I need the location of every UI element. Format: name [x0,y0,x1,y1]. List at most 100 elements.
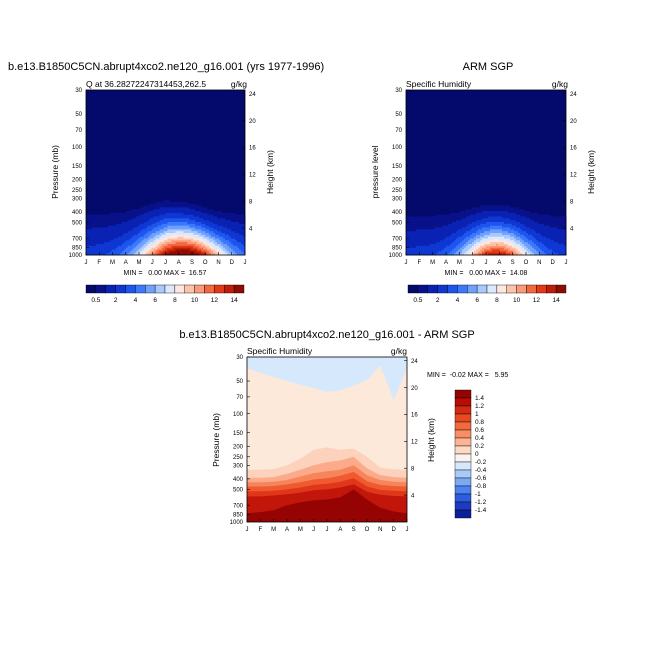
field-cell [470,216,473,219]
field-cell [520,236,523,239]
field-cell [93,244,97,247]
field-cell [508,222,511,225]
field-cell [105,214,109,217]
field-cell [554,223,557,227]
field-cell [219,245,222,249]
field-cell [428,251,431,254]
field-cell [472,216,475,219]
field-cell [514,234,517,238]
field-cell [151,244,154,247]
field-cell [440,216,443,219]
field-cell [486,227,489,230]
field-cell [179,209,182,212]
field-cell [185,247,188,250]
field-cell [518,249,521,252]
field-cell [506,214,509,217]
field-cell [550,253,553,256]
field-cell [406,251,409,254]
field-cell [147,253,150,256]
field-cell [237,238,240,241]
field-cell [412,242,415,245]
field-cell [177,244,180,247]
field-cell [472,238,475,241]
field-cell [127,227,131,230]
field-cell [139,211,142,214]
field-cell [464,220,467,223]
field-cell [542,233,545,236]
field-cell [538,214,541,217]
field-cell [87,222,91,225]
field-cell [213,238,216,241]
field-cell [502,238,505,241]
field-cell [422,251,425,254]
colorbar-box [145,284,156,294]
field-cell [448,231,451,234]
field-cell [502,222,505,225]
field-cell [546,220,549,223]
field-cell [528,236,531,239]
field-cell [554,220,557,223]
field-cell [474,214,477,217]
field-cell [131,209,135,212]
field-cell [195,231,198,234]
field-cell [231,225,234,228]
x-tick-label: F [417,260,421,266]
field-cell [478,247,481,250]
field-cell [183,245,186,249]
field-cell [548,214,551,217]
field-cell [91,253,95,256]
field-cell [135,242,139,245]
field-cell [229,225,232,228]
field-cell [428,247,431,250]
field-cell [199,225,202,228]
field-cell [516,244,519,247]
field-cell [562,236,565,239]
field-cell [552,233,555,236]
field-cell [496,244,499,247]
field-cell [147,240,150,243]
field-cell [165,227,168,230]
field-cell [512,216,515,219]
field-cell [115,234,119,238]
field-cell [502,251,505,254]
field-cell [462,227,465,230]
field-cell [476,207,479,210]
field-cell [546,240,549,243]
field-cell [460,223,463,227]
field-cell [496,214,499,217]
field-cell [131,233,135,236]
field-cell [195,214,198,217]
field-cell [133,242,137,245]
field-cell [552,247,555,250]
field-cell [482,233,485,236]
colorbar-box [184,284,195,294]
field-cell [512,218,515,221]
field-cell [560,223,563,227]
field-cell [502,214,505,217]
field-cell [183,207,186,210]
y-right-tick-label: 16 [411,413,418,419]
field-cell [171,240,174,243]
field-cell [231,234,234,238]
field-cell [462,242,465,245]
field-cell [153,209,156,212]
field-cell [550,236,553,239]
field-cell [550,244,553,247]
field-cell [558,216,561,219]
field-cell [235,236,238,239]
field-cell [528,218,531,221]
field-cell [460,234,463,238]
field-cell [91,214,95,217]
field-cell [149,225,152,228]
field-cell [508,238,511,241]
field-cell [153,238,156,241]
field-cell [171,245,174,249]
colorbar-box [555,284,567,294]
field-cell [183,225,186,228]
field-cell [450,253,453,256]
field-cell [454,212,457,216]
field-cell [418,231,421,234]
field-cell [502,231,505,234]
field-cell [544,251,547,254]
